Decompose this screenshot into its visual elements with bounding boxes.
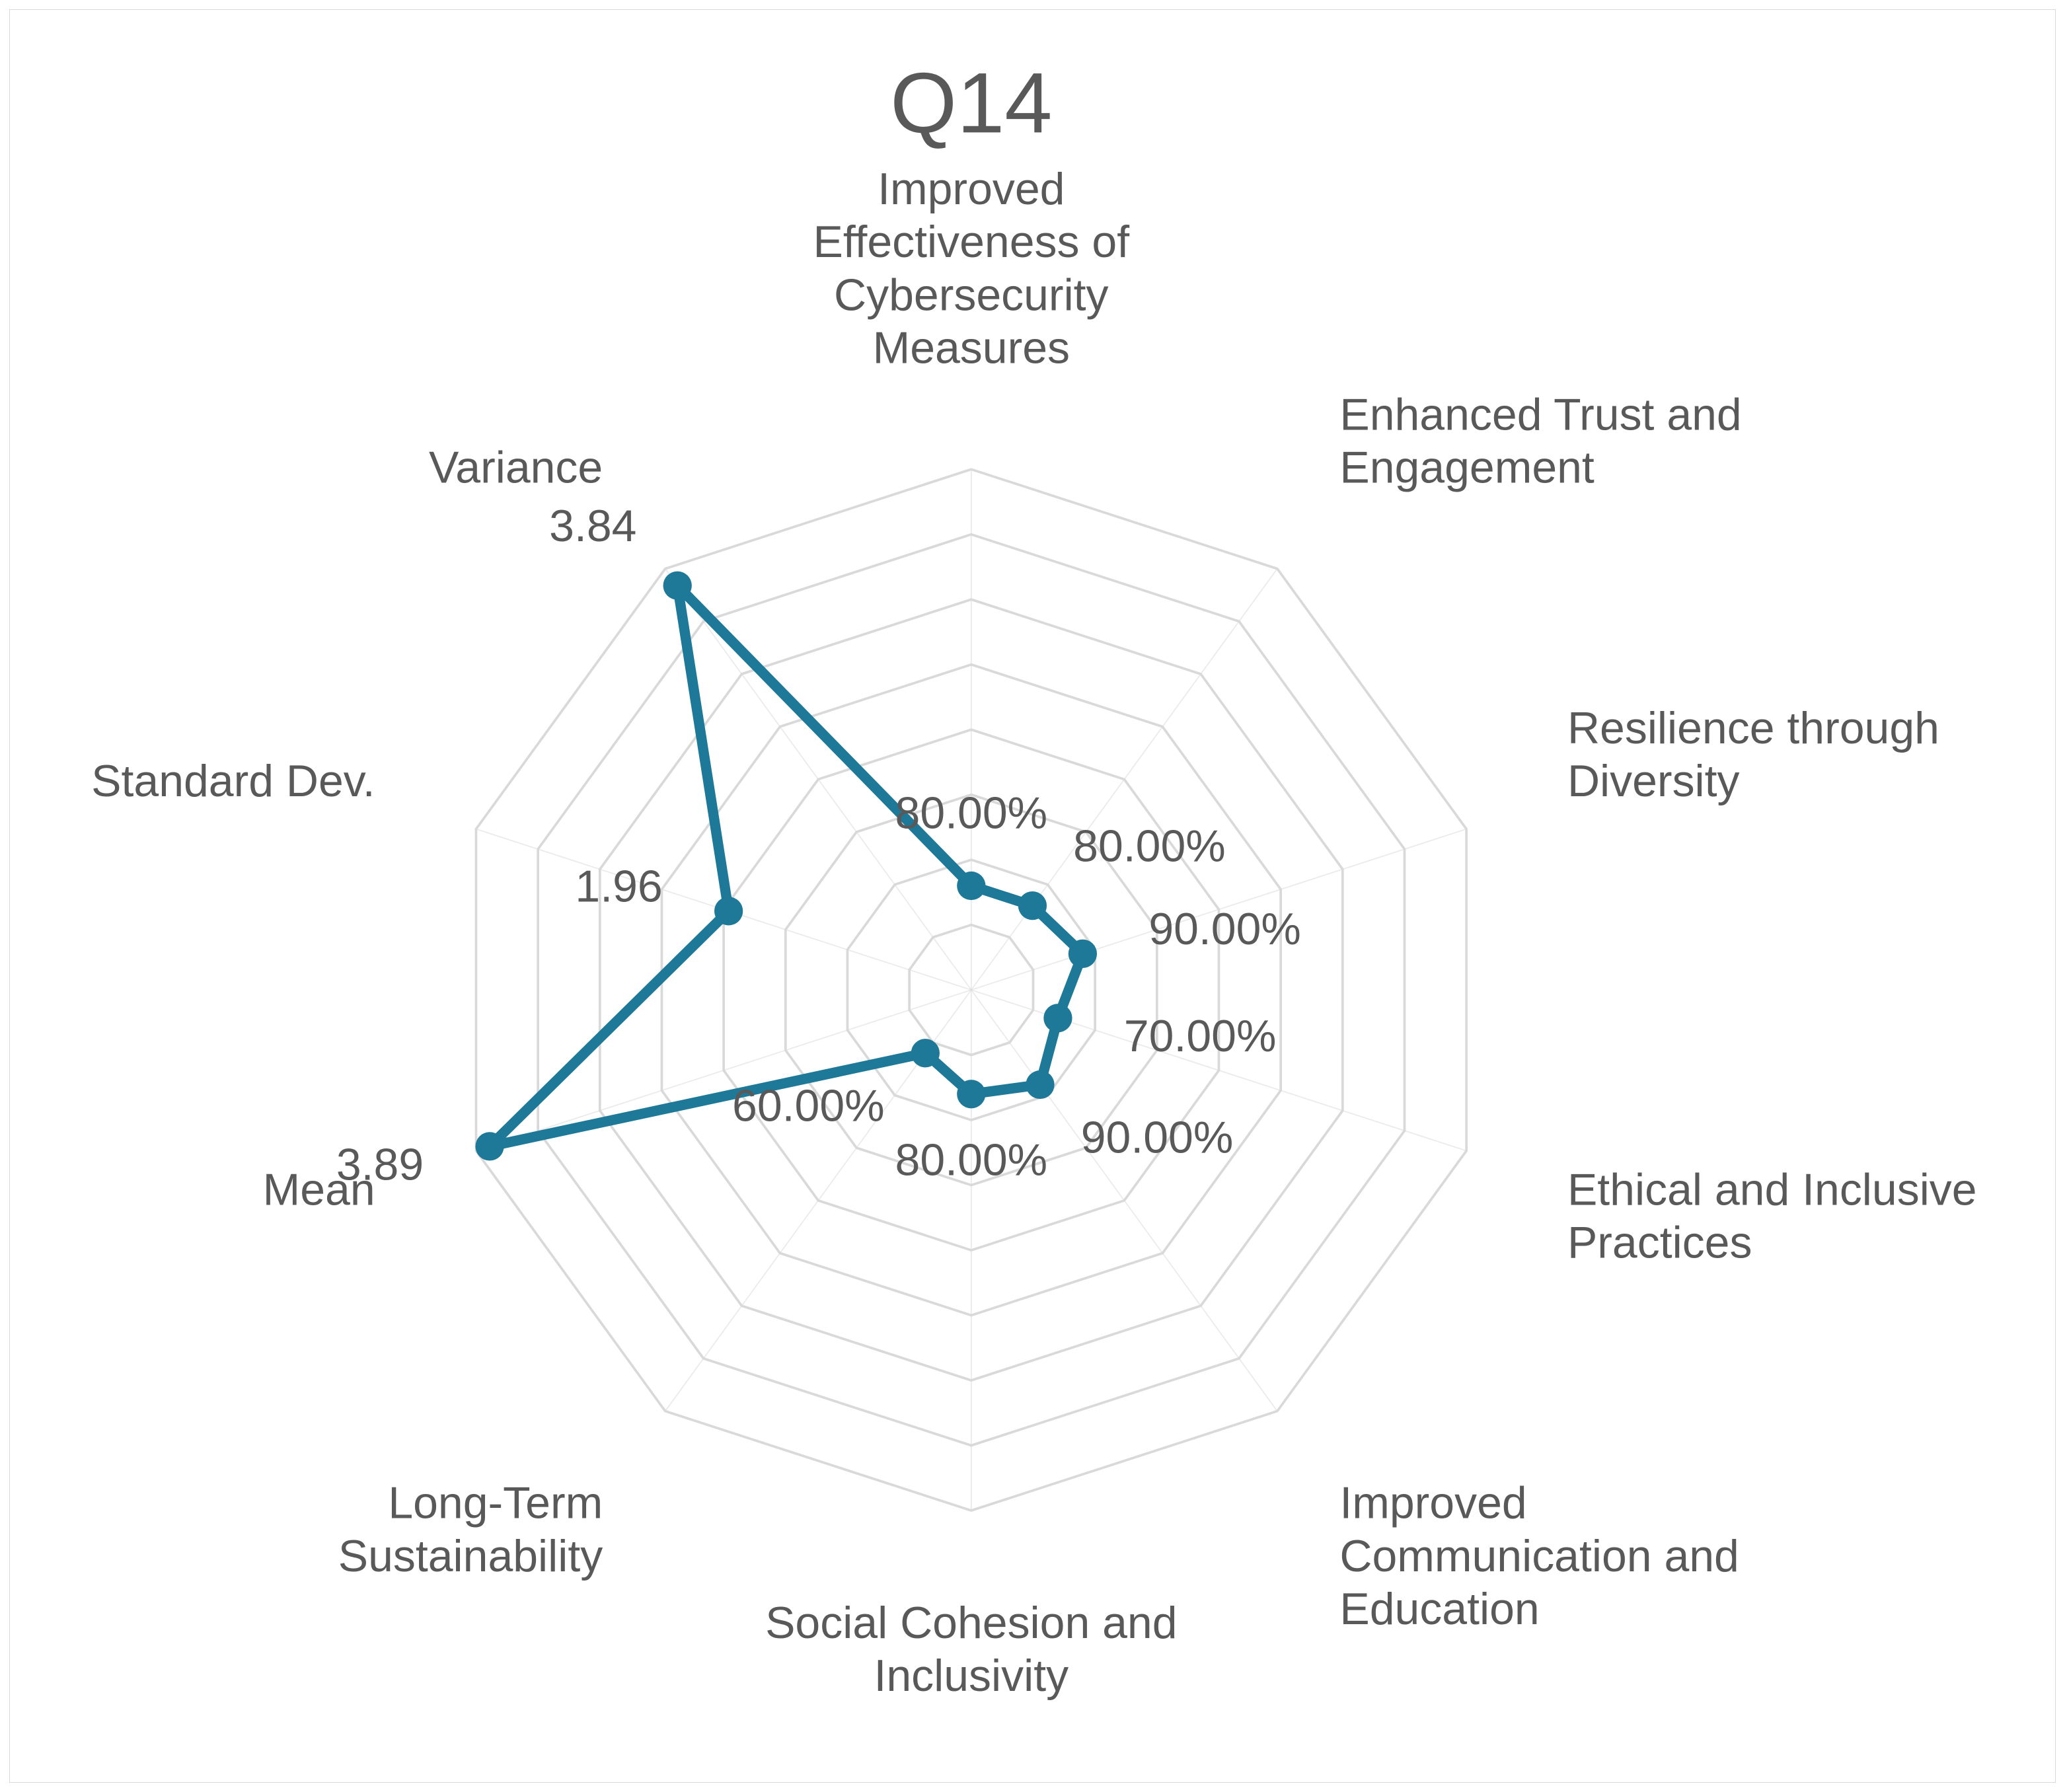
axis-label-enhanced_trust: Enhanced Trust andEngagement bbox=[1339, 389, 1741, 492]
axis-label-variance: Variance bbox=[429, 443, 603, 493]
point-labels: 80.00%80.00%90.00%70.00%90.00%80.00%60.0… bbox=[336, 501, 1301, 1189]
axis-label-std_dev: Standard Dev. bbox=[91, 756, 375, 806]
radar-chart: 80.00%80.00%90.00%70.00%90.00%80.00%60.0… bbox=[10, 10, 2055, 1782]
point-label-long_term_sust: 60.00% bbox=[732, 1081, 885, 1131]
chart-title: Q14 bbox=[890, 55, 1052, 151]
axis-label-resilience_diversity: Resilience throughDiversity bbox=[1567, 703, 1939, 806]
axis-label-improved_effectiveness: ImprovedEffectiveness ofCybersecurityMea… bbox=[813, 164, 1130, 373]
axis-label-long_term_sust: Long-TermSustainability bbox=[338, 1478, 603, 1581]
point-label-resilience_diversity: 90.00% bbox=[1148, 904, 1301, 954]
chart-frame: 80.00%80.00%90.00%70.00%90.00%80.00%60.0… bbox=[9, 9, 2056, 1783]
point-label-std_dev: 1.96 bbox=[575, 861, 662, 911]
radar-grid bbox=[476, 469, 1466, 1511]
point-label-improved_effectiveness: 80.00% bbox=[895, 788, 1048, 838]
point-label-social_cohesion: 80.00% bbox=[895, 1135, 1048, 1185]
point-label-variance: 3.84 bbox=[549, 501, 636, 551]
axis-label-social_cohesion: Social Cohesion andInclusivity bbox=[765, 1598, 1177, 1701]
point-label-ethical_inclusive: 70.00% bbox=[1124, 1011, 1277, 1061]
axis-labels: ImprovedEffectiveness ofCybersecurityMea… bbox=[91, 164, 1976, 1701]
axis-label-ethical_inclusive: Ethical and InclusivePractices bbox=[1567, 1164, 1977, 1267]
point-label-improved_comm_edu: 90.00% bbox=[1081, 1113, 1234, 1163]
axis-label-improved_comm_edu: ImprovedCommunication andEducation bbox=[1339, 1478, 1739, 1634]
axis-label-mean: Mean bbox=[263, 1164, 375, 1214]
point-label-enhanced_trust: 80.00% bbox=[1073, 821, 1226, 872]
